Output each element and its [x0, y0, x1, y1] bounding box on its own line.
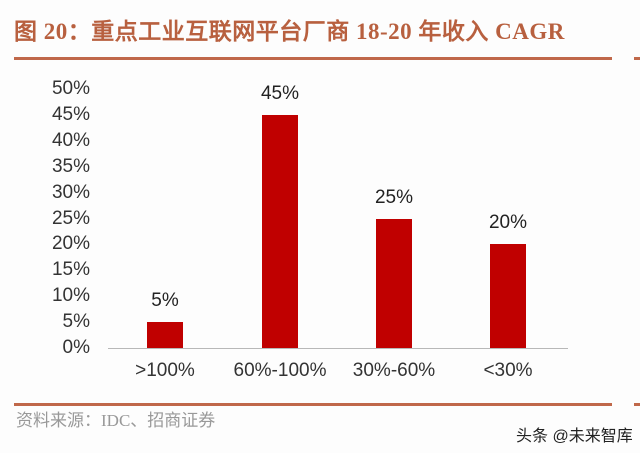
- bar-value-label: 45%: [260, 82, 300, 104]
- bar: [262, 114, 298, 348]
- bottom-divider-fragment: [634, 403, 640, 406]
- x-category-label: >100%: [135, 360, 195, 381]
- bar-value-label: 20%: [488, 212, 528, 234]
- y-tick-label: 0%: [62, 337, 90, 358]
- top-divider-fragment: [634, 57, 640, 60]
- y-tick-label: 5%: [62, 311, 90, 333]
- chart-title: 图 20：重点工业互联网平台厂商 18-20 年收入 CAGR: [14, 19, 565, 44]
- source-note: 资料来源：IDC、招商证券: [16, 411, 216, 430]
- x-category-label: <30%: [483, 360, 533, 381]
- y-tick-label: 50%: [51, 78, 90, 99]
- y-tick-label: 20%: [51, 233, 90, 255]
- y-tick-label: 40%: [51, 129, 90, 151]
- watermark: 头条 @未来智库: [516, 428, 633, 445]
- y-tick-label: 30%: [51, 181, 90, 203]
- y-tick-label: 15%: [51, 259, 90, 281]
- y-tick-label: 25%: [51, 207, 90, 229]
- y-tick-label: 45%: [51, 103, 90, 125]
- bar-value-label: 5%: [151, 290, 179, 312]
- x-axis-line: [108, 348, 568, 349]
- top-divider: [14, 57, 612, 60]
- bar: [147, 322, 183, 348]
- x-category-label: 60%-100%: [233, 360, 327, 381]
- x-category-label: 30%-60%: [352, 360, 436, 381]
- y-tick-label: 10%: [51, 285, 90, 307]
- y-tick-label: 35%: [51, 155, 90, 177]
- bar: [376, 218, 412, 348]
- bar-value-label: 25%: [374, 186, 414, 208]
- bar: [490, 244, 526, 348]
- bottom-divider: [14, 403, 612, 406]
